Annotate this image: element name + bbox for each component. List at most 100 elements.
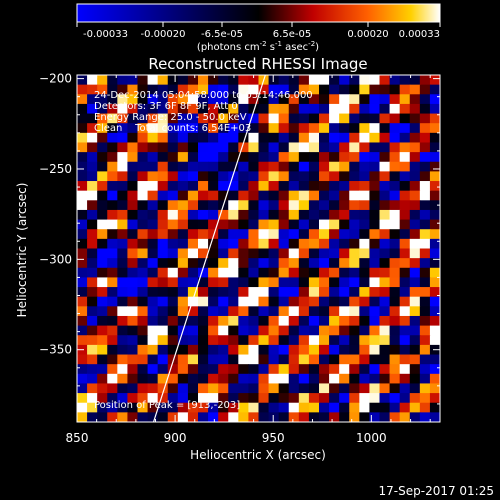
heatmap-cell (419, 152, 431, 163)
heatmap-cell (399, 190, 411, 201)
heatmap-cell (409, 103, 421, 115)
heatmap-cell (409, 344, 421, 356)
heatmap-cell (429, 373, 440, 385)
heatmap-cell (339, 219, 350, 230)
heatmap-cell (369, 373, 381, 385)
heatmap-cell (137, 84, 149, 95)
heatmap-cell (248, 209, 260, 221)
heatmap-cell (359, 75, 371, 86)
heatmap-cell (198, 277, 209, 288)
heatmap-cell (147, 277, 159, 288)
heatmap-cell (127, 132, 139, 144)
heatmap-cell (147, 75, 159, 86)
heatmap-cell (77, 277, 88, 288)
heatmap-cell (117, 142, 129, 153)
heatmap-cell (379, 287, 391, 298)
heatmap-cell (339, 94, 350, 105)
heatmap-cell (268, 219, 280, 230)
heatmap-cell (389, 393, 401, 404)
heatmap-cell (268, 383, 280, 394)
heatmap-cell (339, 335, 350, 346)
heatmap-cell (359, 335, 371, 346)
heatmap-cell (218, 161, 229, 172)
heatmap-cell (177, 315, 189, 327)
heatmap-cell (187, 103, 199, 115)
heatmap-cell (288, 402, 300, 413)
heatmap-cell (308, 383, 320, 394)
heatmap-cell (157, 152, 169, 163)
heatmap-cell (248, 190, 260, 201)
heatmap-cell (157, 219, 169, 230)
heatmap-cell (208, 383, 219, 394)
heatmap-cell (399, 113, 411, 124)
x-tick-label: 850 (66, 431, 89, 445)
heatmap-cell (429, 287, 440, 298)
heatmap-cell (349, 306, 360, 317)
heatmap-cell (369, 103, 381, 115)
heatmap-cell (157, 296, 169, 307)
heatmap-cell (339, 393, 350, 404)
heatmap-cell (369, 113, 381, 124)
heatmap-cell (208, 200, 219, 211)
heatmap-cell (238, 402, 250, 413)
heatmap-cell (107, 315, 118, 327)
heatmap-cell (339, 84, 350, 95)
heatmap-cell (349, 200, 360, 211)
heatmap-cell (208, 364, 219, 375)
heatmap-cell (167, 103, 179, 115)
heatmap-cell (117, 393, 129, 404)
heatmap-cell (359, 113, 371, 124)
heatmap-cell (127, 103, 139, 115)
heatmap-cell (429, 94, 440, 105)
heatmap-cell (208, 287, 219, 298)
heatmap-cell (288, 238, 300, 250)
heatmap-cell (298, 103, 310, 115)
heatmap-cell (258, 325, 270, 336)
heatmap-cell (238, 84, 250, 95)
heatmap-cell (157, 373, 169, 385)
heatmap-cell (208, 306, 219, 317)
heatmap-cell (127, 181, 139, 192)
heatmap-cell (157, 248, 169, 259)
heatmap-cell (268, 181, 280, 192)
heatmap-cell (429, 325, 440, 336)
heatmap-cell (268, 364, 280, 375)
heatmap-cell (349, 84, 360, 95)
heatmap-cell (187, 373, 199, 385)
heatmap-cell (419, 200, 431, 211)
heatmap-cell (117, 258, 129, 269)
heatmap-cell (308, 325, 320, 336)
heatmap-cell (198, 113, 209, 124)
heatmap-cell (167, 161, 179, 172)
heatmap-cell (298, 248, 310, 259)
heatmap-cell (349, 277, 360, 288)
heatmap-cell (228, 152, 239, 163)
heatmap-cell (419, 181, 431, 192)
heatmap-cell (359, 248, 371, 259)
heatmap-cell (369, 364, 381, 375)
heatmap-cell (248, 412, 260, 422)
heatmap-cell (107, 123, 118, 134)
heatmap-cell (87, 132, 98, 144)
heatmap-cell (218, 142, 229, 153)
heatmap-cell (379, 75, 391, 86)
heatmap-cell (379, 238, 391, 250)
heatmap-cell (137, 113, 149, 124)
heatmap-cell (399, 277, 411, 288)
heatmap-cell (77, 335, 88, 346)
heatmap-cell (248, 132, 260, 144)
heatmap-cell (359, 287, 371, 298)
heatmap-cell (187, 248, 199, 259)
heatmap-cell (177, 75, 189, 86)
y-tick-label: −300 (39, 252, 72, 266)
heatmap-cell (278, 267, 290, 279)
heatmap-cell (359, 219, 371, 230)
heatmap-cell (379, 267, 391, 279)
heatmap-cell (389, 325, 401, 336)
heatmap-cell (329, 238, 340, 250)
heatmap-cell (429, 267, 440, 279)
heatmap-cell (137, 402, 149, 413)
heatmap-cell (228, 161, 239, 172)
heatmap-cell (238, 248, 250, 259)
heatmap-cell (127, 344, 139, 356)
